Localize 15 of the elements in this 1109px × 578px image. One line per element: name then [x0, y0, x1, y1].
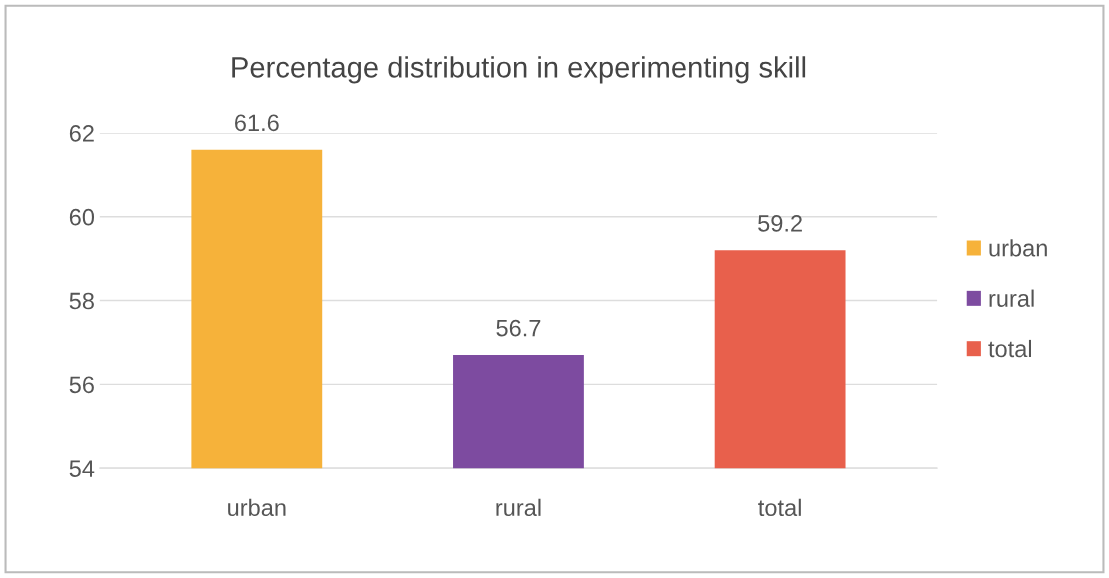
x-tick-label: urban	[228, 498, 286, 517]
chart-title: Percentage distribution in experimenting skill	[232, 56, 806, 84]
legend-label: total	[988, 339, 1032, 358]
y-tick-label: 54	[69, 460, 95, 477]
legend-label: urban	[989, 239, 1047, 257]
y-tick-label: 62	[69, 125, 94, 142]
data-label: 61.6	[235, 114, 279, 132]
data-label: 56.7	[496, 319, 541, 337]
x-tick-label: total	[758, 498, 801, 517]
y-tick-label: 60	[69, 208, 95, 226]
y-tick-label: 56	[69, 376, 94, 394]
x-tick-label: rural	[496, 498, 541, 517]
data-label: 59.2	[758, 215, 802, 232]
y-tick-label: 58	[69, 292, 94, 310]
legend-label: rural	[989, 289, 1034, 307]
